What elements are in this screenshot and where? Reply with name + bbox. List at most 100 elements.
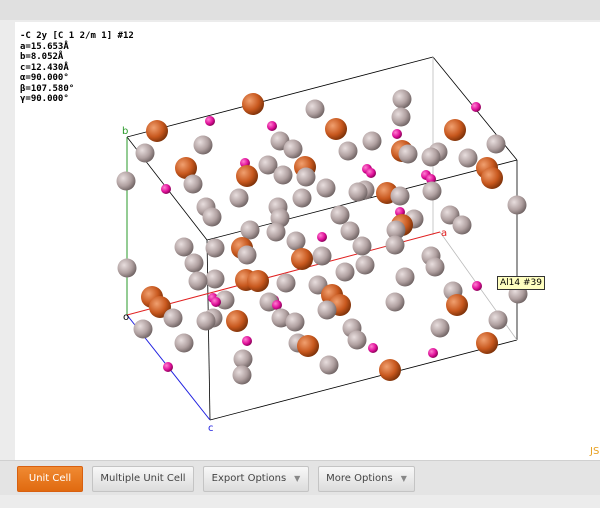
atom[interactable] [399,145,418,164]
unit-cell-button[interactable]: Unit Cell [17,466,83,492]
atom[interactable] [339,142,358,161]
atom[interactable] [379,359,401,381]
atom[interactable] [146,120,168,142]
atom[interactable] [444,119,466,141]
info-line: β=107.580° [20,84,134,95]
atom[interactable] [293,189,312,208]
atom[interactable] [317,232,327,242]
atom[interactable] [349,183,368,202]
atom[interactable] [267,223,286,242]
atom[interactable] [236,165,258,187]
atom[interactable] [353,237,372,256]
atom[interactable] [205,116,215,126]
atom[interactable] [356,256,375,275]
atom[interactable] [320,356,339,375]
atom[interactable] [476,332,498,354]
atom[interactable] [163,362,173,372]
atom[interactable] [426,258,445,277]
watermark: JS [590,446,599,457]
atom[interactable] [391,187,410,206]
atom[interactable] [267,121,277,131]
atom[interactable] [233,366,252,385]
atom[interactable] [392,129,402,139]
atom[interactable] [175,238,194,257]
atom[interactable] [161,184,171,194]
export-options-button[interactable]: Export Options▼ [203,466,309,492]
atom[interactable] [431,319,450,338]
atom[interactable] [277,274,296,293]
button-label: Multiple Unit Cell [100,473,185,484]
toolbar: Unit Cell Multiple Unit Cell Export Opti… [0,460,600,495]
atom[interactable] [274,166,293,185]
axis-label: b [122,126,128,137]
axis-label: c [208,423,214,434]
atom[interactable] [428,348,438,358]
button-label: More Options [326,473,393,484]
multiple-unit-cell-button[interactable]: Multiple Unit Cell [92,466,194,492]
atom[interactable] [471,102,481,112]
atom[interactable] [287,232,306,251]
atom[interactable] [238,246,257,265]
info-line: a=15.653Å [20,42,134,53]
atom[interactable] [136,144,155,163]
atom[interactable] [459,149,478,168]
atom[interactable] [197,312,216,331]
atom[interactable] [393,90,412,109]
page: a b c o -C 2y [C 1 2/m 1] #12a=15.653Åb=… [0,0,600,508]
atom[interactable] [230,189,249,208]
atom[interactable] [297,335,319,357]
atom[interactable] [472,281,482,291]
atom[interactable] [386,236,405,255]
atom[interactable] [368,343,378,353]
atom[interactable] [453,216,472,235]
atom[interactable] [226,310,248,332]
atom[interactable] [286,313,305,332]
atom[interactable] [331,206,350,225]
atom[interactable] [423,182,442,201]
atom[interactable] [211,297,221,307]
atom[interactable] [185,254,204,273]
atom[interactable] [446,294,468,316]
atom[interactable] [313,247,332,266]
atom[interactable] [272,300,282,310]
atom[interactable] [396,268,415,287]
atom[interactable] [134,320,153,339]
atom[interactable] [336,263,355,282]
atom[interactable] [366,168,376,178]
button-label: Unit Cell [29,473,71,484]
atom[interactable] [325,118,347,140]
atom[interactable] [297,168,316,187]
atom[interactable] [117,172,136,191]
atom[interactable] [348,331,367,350]
atom[interactable] [392,108,411,127]
tooltip: Al14 #39 [497,276,545,290]
atom[interactable] [189,272,208,291]
atom[interactable] [291,248,313,270]
atom[interactable] [317,179,336,198]
atom[interactable] [118,259,137,278]
atom[interactable] [242,93,264,115]
atom[interactable] [206,270,225,289]
atom[interactable] [194,136,213,155]
atom[interactable] [422,148,441,167]
atom[interactable] [363,132,382,151]
atom[interactable] [164,309,183,328]
atom[interactable] [241,221,260,240]
atom[interactable] [481,167,503,189]
axis-label: a [441,228,447,239]
atom[interactable] [306,100,325,119]
atom[interactable] [242,336,252,346]
atom[interactable] [184,175,203,194]
atom[interactable] [487,135,506,154]
atom[interactable] [247,270,269,292]
atom[interactable] [175,334,194,353]
atom[interactable] [508,196,527,215]
atom[interactable] [489,311,508,330]
atom[interactable] [284,140,303,159]
more-options-button[interactable]: More Options▼ [318,466,415,492]
atom[interactable] [203,208,222,227]
atom[interactable] [206,239,225,258]
atom[interactable] [318,301,337,320]
atom[interactable] [386,293,405,312]
atom[interactable] [341,222,360,241]
